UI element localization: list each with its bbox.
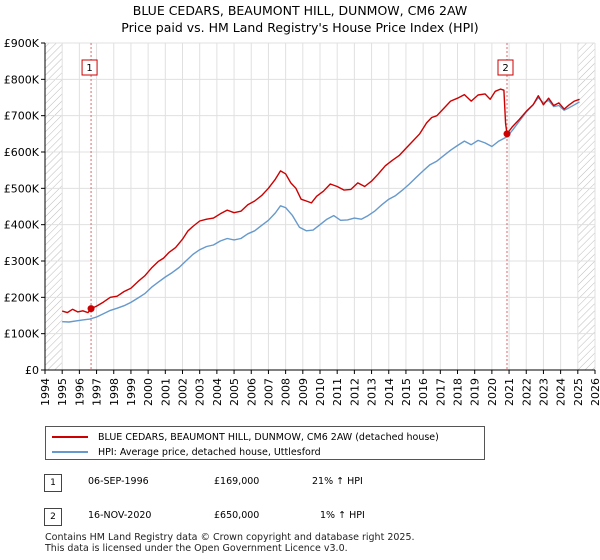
x-tick-label: 2025 <box>572 378 585 406</box>
x-tick-label: 2019 <box>469 378 482 406</box>
legend-label-hpi: HPI: Average price, detached house, Uttl… <box>98 446 321 458</box>
legend-item-property: BLUE CEDARS, BEAUMONT HILL, DUNMOW, CM6 … <box>52 430 439 444</box>
price-paid-line <box>62 88 580 314</box>
y-tick-label: £700K <box>4 110 40 123</box>
legend-label-property: BLUE CEDARS, BEAUMONT HILL, DUNMOW, CM6 … <box>98 431 439 443</box>
x-tick-label: 2022 <box>520 378 533 406</box>
x-tick-label: 2024 <box>555 378 568 406</box>
x-tick-label: 2008 <box>280 378 293 406</box>
hatched-region-after <box>577 43 595 370</box>
sale-price: £650,000 <box>214 510 260 521</box>
x-tick-label: 2002 <box>177 378 190 406</box>
x-tick-label: 2009 <box>297 378 310 406</box>
y-tick-label: £400K <box>4 219 40 232</box>
x-tick-label: 1995 <box>56 378 69 406</box>
legend-item-hpi: HPI: Average price, detached house, Uttl… <box>52 445 321 459</box>
x-tick-label: 2023 <box>537 378 550 406</box>
sale-date: 16-NOV-2020 <box>88 510 152 521</box>
sale-date: 06-SEP-1996 <box>88 476 149 487</box>
sale-label-box <box>497 59 514 76</box>
y-tick-label: £900K <box>4 37 40 50</box>
legend-swatch-red <box>52 436 88 438</box>
x-tick-label: 2015 <box>400 378 413 406</box>
chart-title-line1: BLUE CEDARS, BEAUMONT HILL, DUNMOW, CM6 … <box>132 3 468 18</box>
x-tick-label: 2001 <box>159 378 172 406</box>
x-tick-label: 2005 <box>228 378 241 406</box>
x-tick-label: 2011 <box>331 378 344 406</box>
x-tick-label: 1996 <box>73 378 86 406</box>
y-tick-label: £0 <box>25 364 39 377</box>
hatched-region-before <box>45 43 63 370</box>
x-tick-label: 1998 <box>108 378 121 406</box>
table-row: 1 06-SEP-1996 £169,000 21% ↑ HPI <box>44 474 464 492</box>
sale-label-box <box>81 59 98 76</box>
table-row: 2 16-NOV-2020 £650,000 1% ↑ HPI <box>44 508 464 526</box>
footer: Contains HM Land Registry data © Crown c… <box>45 532 415 554</box>
x-tick-label: 2006 <box>245 378 258 406</box>
x-tick-label: 2000 <box>142 378 155 406</box>
x-tick-label: 2014 <box>383 378 396 406</box>
x-tick-label: 1997 <box>91 378 104 406</box>
x-tick-label: 2010 <box>314 378 327 406</box>
footer-copyright: Contains HM Land Registry data © Crown c… <box>45 532 415 543</box>
sale-point <box>503 130 511 138</box>
x-tick-label: 2016 <box>417 378 430 406</box>
sale-label-text: 2 <box>502 63 508 74</box>
x-tick-label: 1994 <box>39 378 52 406</box>
x-tick-label: 2017 <box>434 378 447 406</box>
x-tick-label: 1999 <box>125 378 138 406</box>
sale-label-text: 1 <box>86 63 92 74</box>
y-tick-label: £800K <box>4 73 40 86</box>
y-tick-label: £100K <box>4 328 40 341</box>
price-chart: 1 2 £0 £100K £200K £300K £400K £500K £600K £700K… <box>4 37 600 406</box>
x-tick-label: 2003 <box>194 378 207 406</box>
y-tick-label: £200K <box>4 291 40 304</box>
footer-licence: This data is licensed under the Open Gov… <box>45 543 348 554</box>
x-tick-label: 2020 <box>486 378 499 406</box>
x-tick-label: 2018 <box>452 378 465 406</box>
x-tick-label: 2007 <box>262 378 275 406</box>
x-tick-label: 2012 <box>348 378 361 406</box>
x-tick-label: 2013 <box>366 378 379 406</box>
sale-point <box>87 305 95 313</box>
chart-title-line2: Price paid vs. HM Land Registry's House … <box>121 20 479 35</box>
y-tick-label: £300K <box>4 255 40 268</box>
sale-price: £169,000 <box>214 476 260 487</box>
y-tick-label: £600K <box>4 146 40 159</box>
sale-marker-badge: 1 <box>44 474 62 492</box>
chart-title: BLUE CEDARS, BEAUMONT HILL, DUNMOW, CM6 … <box>0 2 600 36</box>
x-tick-label: 2004 <box>211 378 224 406</box>
chart-legend: BLUE CEDARS, BEAUMONT HILL, DUNMOW, CM6 … <box>45 426 485 460</box>
y-tick-label: £500K <box>4 182 40 195</box>
sale-hpi-change: 21% ↑ HPI <box>312 476 363 487</box>
x-tick-label: 2026 <box>589 378 600 406</box>
sale-hpi-change: 1% ↑ HPI <box>320 510 365 521</box>
sale-marker-badge: 2 <box>44 508 62 526</box>
x-tick-label: 2021 <box>503 378 516 406</box>
legend-swatch-blue <box>52 451 88 453</box>
